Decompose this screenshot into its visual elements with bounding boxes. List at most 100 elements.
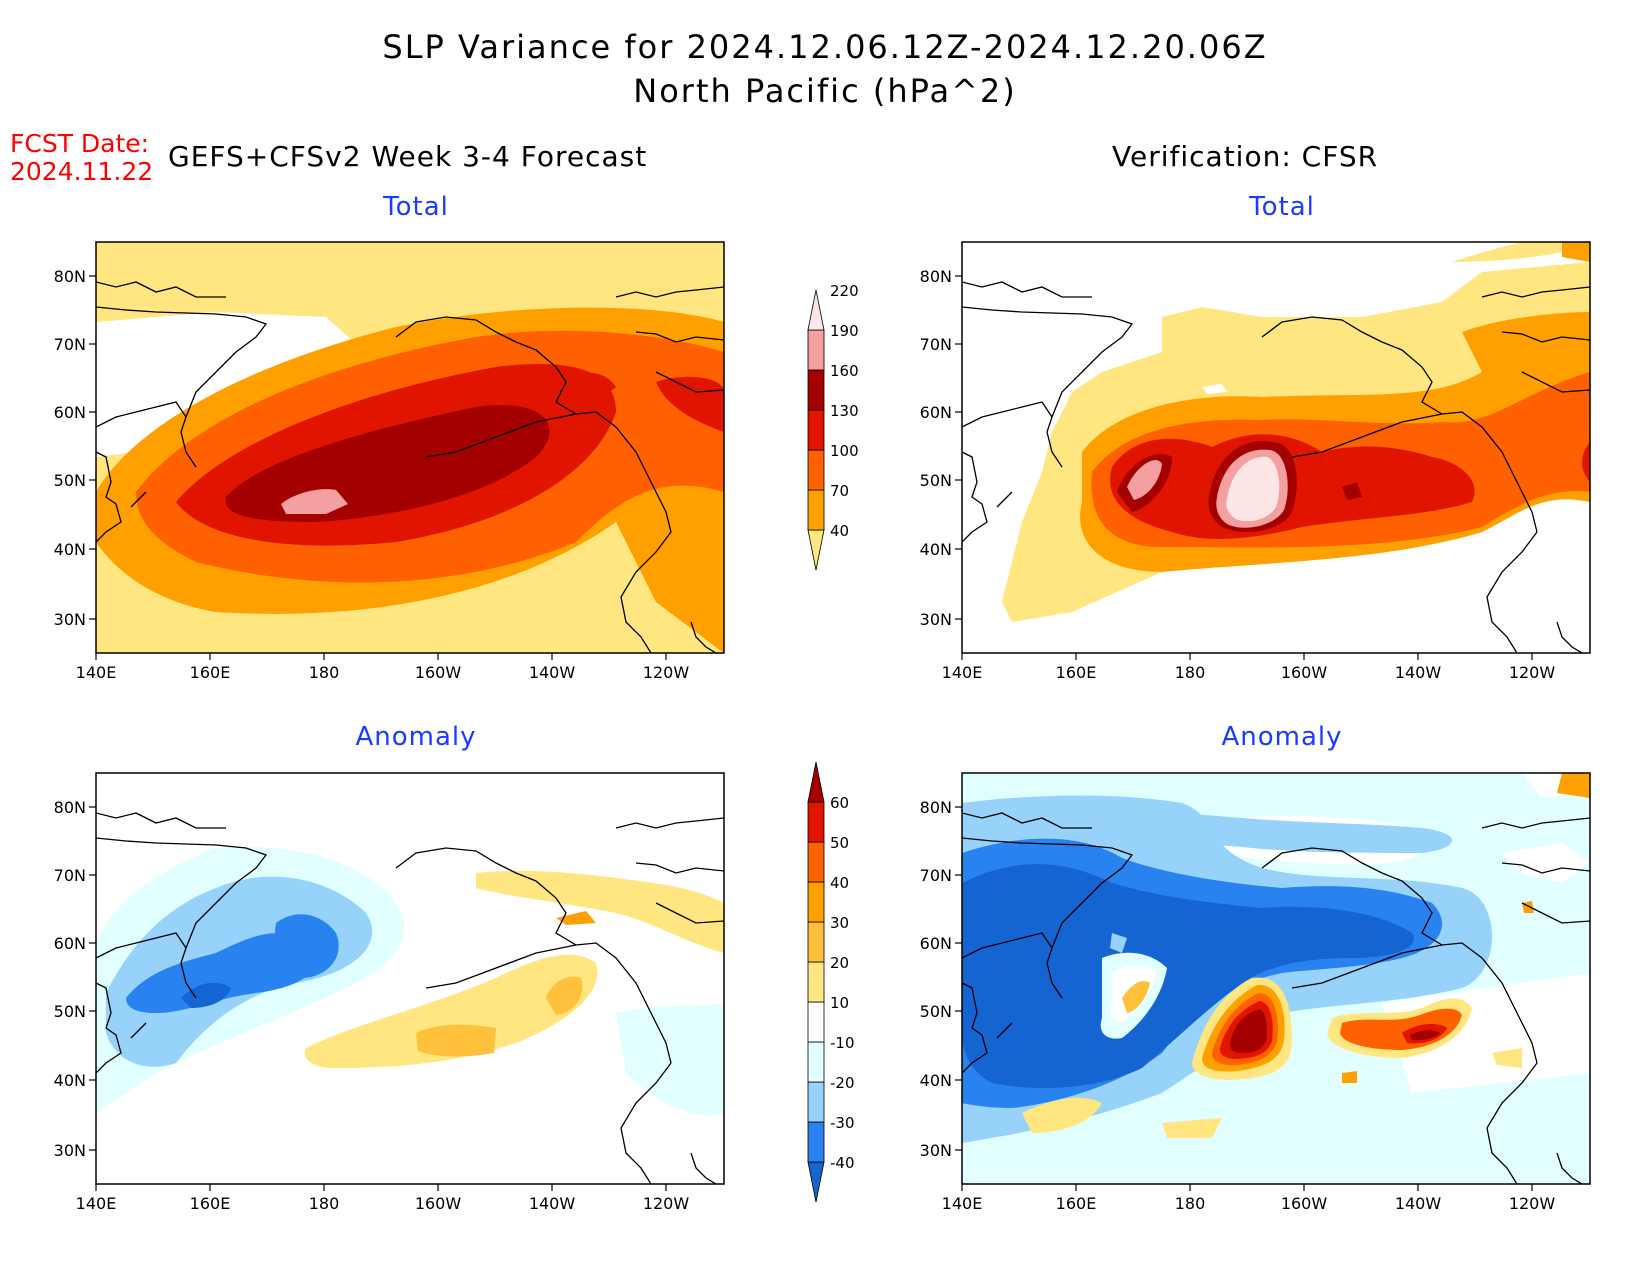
lon-label: 180 xyxy=(1175,1194,1206,1213)
axes-layer: 80N 70N 60N 50N 40N 30N 140E 160E 180 160W 140W 120… xyxy=(54,267,1556,1213)
verification-heading: Verification: CFSR xyxy=(1112,140,1379,173)
colorbar-label: 220 xyxy=(830,282,859,300)
map-bottom-right xyxy=(961,772,1591,1185)
map-top-right xyxy=(961,241,1591,654)
lat-label: 50N xyxy=(920,471,952,490)
colorbar-label: 50 xyxy=(830,834,849,852)
lat-label: 80N xyxy=(54,798,86,817)
lat-label: 70N xyxy=(920,866,952,885)
lat-label: 40N xyxy=(54,540,86,559)
colorbar-segment xyxy=(807,961,825,1003)
main-subtitle: North Pacific (hPa^2) xyxy=(633,72,1017,110)
panel-title-bottom-right: Anomaly xyxy=(1221,722,1343,752)
lat-label: 70N xyxy=(54,335,86,354)
lon-label: 140W xyxy=(1395,1194,1442,1213)
colorbar-label: 20 xyxy=(830,954,849,972)
forecast-heading: GEFS+CFSv2 Week 3-4 Forecast xyxy=(168,140,648,173)
colorbar-label: -10 xyxy=(830,1034,855,1052)
colorbar-segment xyxy=(807,289,825,331)
colorbar-anomaly: -40 -30 -20 -10 10 20 30 40 50 60 xyxy=(807,761,855,1203)
colorbar-segment xyxy=(807,1041,825,1083)
lon-label: 160W xyxy=(1281,1194,1328,1213)
lon-label: 160E xyxy=(1056,1194,1097,1213)
lon-label: 160E xyxy=(190,1194,231,1213)
colorbar-segment xyxy=(807,921,825,963)
lon-label: 120W xyxy=(1509,1194,1556,1213)
colorbar-segment xyxy=(807,329,825,371)
lat-label: 30N xyxy=(54,610,86,629)
lon-label: 140W xyxy=(529,1194,576,1213)
colorbar-segment xyxy=(807,529,825,571)
colorbar-segment xyxy=(807,489,825,531)
colorbar-label: -30 xyxy=(830,1114,855,1132)
colorbar-segment xyxy=(807,1081,825,1123)
lon-label: 180 xyxy=(309,1194,340,1213)
map-top-left xyxy=(95,241,725,654)
lat-label: 30N xyxy=(54,1141,86,1160)
colorbar-segment xyxy=(807,449,825,491)
lon-label: 180 xyxy=(309,663,340,682)
colorbar-label: 40 xyxy=(830,522,849,540)
lon-label: 140E xyxy=(76,663,117,682)
colorbar-label: -40 xyxy=(830,1154,855,1172)
colorbar-segment xyxy=(807,881,825,923)
lon-label: 180 xyxy=(1175,663,1206,682)
lon-label: 160E xyxy=(1056,663,1097,682)
lon-label: 140W xyxy=(1395,663,1442,682)
lon-label: 140E xyxy=(76,1194,117,1213)
colorbar-segment xyxy=(807,369,825,411)
lat-label: 40N xyxy=(920,540,952,559)
colorbar-label: 40 xyxy=(830,874,849,892)
lat-label: 40N xyxy=(54,1071,86,1090)
fcst-date-label: FCST Date: xyxy=(10,129,150,158)
lat-label: 70N xyxy=(54,866,86,885)
lat-label: 60N xyxy=(920,934,952,953)
lon-label: 160W xyxy=(415,1194,462,1213)
lat-label: 70N xyxy=(920,335,952,354)
lat-label: 60N xyxy=(54,934,86,953)
colorbar-label: 10 xyxy=(830,994,849,1012)
main-title: SLP Variance for 2024.12.06.12Z-2024.12.… xyxy=(382,28,1268,66)
colorbar-label: 190 xyxy=(830,322,859,340)
colorbar-segment xyxy=(807,1001,825,1043)
lat-label: 50N xyxy=(54,1002,86,1021)
colorbar-segment xyxy=(807,409,825,451)
lon-label: 140W xyxy=(529,663,576,682)
lat-label: 30N xyxy=(920,1141,952,1160)
panel-title-top-right: Total xyxy=(1249,192,1315,222)
lat-label: 30N xyxy=(920,610,952,629)
colorbar-label: -20 xyxy=(830,1074,855,1092)
lat-label: 40N xyxy=(920,1071,952,1090)
lon-label: 120W xyxy=(1509,663,1556,682)
lon-label: 140E xyxy=(942,1194,983,1213)
lon-label: 120W xyxy=(643,663,690,682)
colorbar-segment xyxy=(807,1121,825,1163)
map-bottom-left xyxy=(95,772,725,1185)
colorbar-segment xyxy=(807,1161,825,1203)
lat-label: 80N xyxy=(920,267,952,286)
lon-label: 160E xyxy=(190,663,231,682)
colorbar-segment xyxy=(807,801,825,843)
lat-label: 60N xyxy=(920,403,952,422)
colorbar-segment xyxy=(807,761,825,803)
lon-label: 160W xyxy=(415,663,462,682)
panel-title-bottom-left: Anomaly xyxy=(355,722,477,752)
lat-label: 80N xyxy=(54,267,86,286)
lon-label: 140E xyxy=(942,663,983,682)
lat-label: 80N xyxy=(920,798,952,817)
colorbar-label: 30 xyxy=(830,914,849,932)
colorbar-label: 60 xyxy=(830,794,849,812)
fcst-date-value: 2024.11.22 xyxy=(10,157,154,186)
lon-label: 120W xyxy=(643,1194,690,1213)
lat-label: 50N xyxy=(920,1002,952,1021)
colorbar-label: 70 xyxy=(830,482,849,500)
colorbar-label: 100 xyxy=(830,442,859,460)
colorbar-label: 130 xyxy=(830,402,859,420)
colorbar-label: 160 xyxy=(830,362,859,380)
lat-label: 60N xyxy=(54,403,86,422)
lat-label: 50N xyxy=(54,471,86,490)
panel-title-top-left: Total xyxy=(383,192,449,222)
colorbar-total: 40 70 100 130 160 190 220 xyxy=(807,282,859,571)
lon-label: 160W xyxy=(1281,663,1328,682)
